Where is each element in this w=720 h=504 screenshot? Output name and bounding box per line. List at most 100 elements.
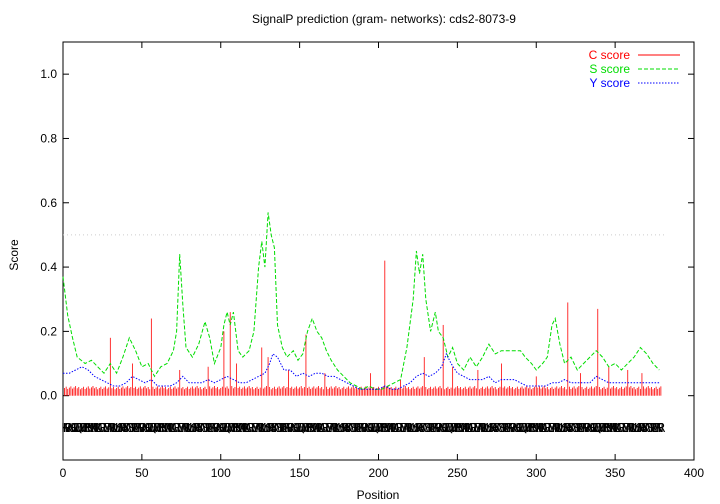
sequence-residue: V [311,421,318,435]
sequence-residue: N [301,421,308,435]
sequence-residue: A [421,421,429,435]
sequence-residue: E [177,421,184,435]
sequence-residue: R [268,421,276,435]
sequence-residue: K [290,421,298,435]
sequence-residue: W [558,421,566,435]
sequence-residue: M [357,421,364,435]
sequence-residue: S [234,421,241,435]
sequence-residue: P [390,421,397,435]
sequence-residue: N [478,421,485,435]
sequence-residue: M [423,421,430,435]
sequence-residue: H [338,421,345,435]
sequence-residue: K [420,421,428,435]
sequence-residue: V [607,421,614,435]
sequence-residue: A [215,421,223,435]
sequence-residue: K [259,421,267,435]
sequence-residue: W [448,421,456,435]
sequence-residue: P [554,421,561,435]
sequence-residue: N [181,421,188,435]
sequence-residue: V [533,421,540,435]
sequence-residue: A [66,421,74,435]
sequence-residue: S [413,421,420,435]
sequence-residue: S [276,421,283,435]
sequence-residue: G [246,421,253,435]
sequence-residue: M [200,421,207,435]
sequence-residue: A [328,421,336,435]
x-tick-label: 0 [60,466,67,480]
sequence-residue: E [222,421,229,435]
sequence-residue: A [319,421,327,435]
sequence-residue: A [615,421,623,435]
sequence-residue: K [581,421,589,435]
sequence-residue: K [210,421,218,435]
sequence-residue: T [398,421,405,435]
sequence-residue: G [469,421,476,435]
sequence-residue: L [112,421,119,435]
sequence-residue: R [502,421,510,435]
sequence-residue: R [248,421,256,435]
sequence-residue: P [405,421,412,435]
sequence-residue: N [63,421,70,435]
sequence-residue: M [505,421,512,435]
sequence-residue: S [573,421,580,435]
sequence-residue: V [163,421,170,435]
sequence-residue: N [256,421,263,435]
sequence-residue: M [571,421,578,435]
sequence-residue: R [120,421,128,435]
sequence-residue: R [565,421,573,435]
sequence-residue: R [99,421,107,435]
s-score-line [62,212,660,390]
sequence-residue: L [631,421,638,435]
sequence-residue: L [517,421,524,435]
sequence-residue: E [399,421,406,435]
sequence-residue: R [470,421,478,435]
x-tick-label: 100 [211,466,231,480]
sequence-residue: R [491,421,499,435]
sequence-row: KNRAKSGLEQWNHTRSKVNMPLAGRTEVANPKLWHSNRGK… [62,421,666,435]
sequence-residue: K [197,421,205,435]
sequence-residue: T [175,421,182,435]
x-axis-label: Position [357,488,400,502]
sequence-residue: T [500,421,507,435]
sequence-residue: G [172,421,179,435]
sequence-residue: L [443,421,450,435]
sequence-residue: H [263,421,270,435]
sequence-residue: T [278,421,285,435]
sequence-residue: T [156,421,163,435]
sequence-residue: T [352,421,359,435]
sequence-residue: N [193,421,200,435]
sequence-residue: K [513,421,521,435]
sequence-residue: K [87,421,95,435]
sequence-residue: N [434,421,441,435]
sequence-residue: T [648,421,655,435]
sequence-residue: H [486,421,493,435]
sequence-residue: L [221,421,228,435]
sequence-residue: R [618,421,626,435]
sequence-residue: A [180,421,188,435]
sequence-residue: K [481,421,489,435]
sequence-residue: A [245,421,253,435]
sequence-residue: A [96,421,104,435]
sequence-residue: R [428,421,436,435]
sequence-residue: R [603,421,611,435]
sequence-residue: N [535,421,542,435]
sequence-residue: A [273,421,281,435]
sequence-residue: S [159,421,166,435]
sequence-residue: T [82,421,89,435]
sequence-residue: G [293,421,300,435]
sequence-residue: N [563,421,570,435]
sequence-residue: S [85,421,92,435]
sequence-residue: T [620,421,627,435]
sequence-residue: S [588,421,595,435]
sequence-residue: R [174,421,182,435]
sequence-residue: R [576,421,584,435]
sequence-residue: A [644,421,652,435]
sequence-residue: G [320,421,327,435]
sequence-residue: T [426,421,433,435]
sequence-residue: E [133,421,140,435]
sequence-residue: T [101,421,108,435]
sequence-residue: K [432,421,440,435]
x-tick-label: 400 [684,466,704,480]
